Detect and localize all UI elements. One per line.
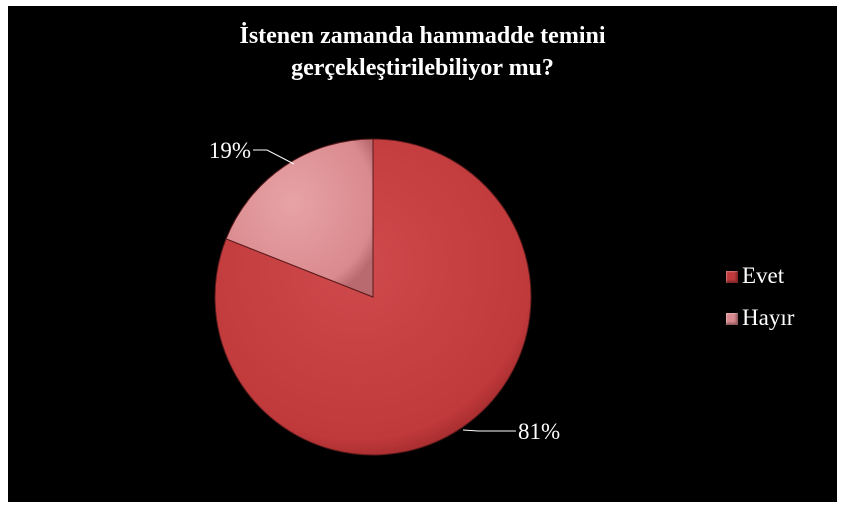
pie-slice-hayir [225, 138, 374, 298]
leader-line-1 [253, 149, 295, 165]
legend-label-evet: Evet [742, 263, 785, 288]
legend-swatch-hayir [726, 313, 738, 325]
pie-plot: 81% 19% [209, 138, 560, 456]
legend-label-hayir: Hayır [742, 305, 795, 330]
chart-title-line-2: gerçekleştirilebiliyor mu? [291, 55, 554, 81]
chart-title: İstenen zamanda hammadde temini gerçekle… [8, 20, 837, 84]
data-label-1: 19% [209, 138, 251, 163]
chart-legend: Evet Hayır [726, 255, 794, 339]
leader-line-0 [462, 429, 516, 432]
legend-swatch-evet [726, 271, 738, 283]
data-label-0: 81% [518, 419, 560, 444]
legend-item-hayir: Hayır [726, 297, 794, 339]
chart-title-line-1: İstenen zamanda hammadde temini [239, 23, 606, 49]
legend-item-evet: Evet [726, 255, 794, 297]
chart-area: İstenen zamanda hammadde temini gerçekle… [8, 6, 837, 502]
